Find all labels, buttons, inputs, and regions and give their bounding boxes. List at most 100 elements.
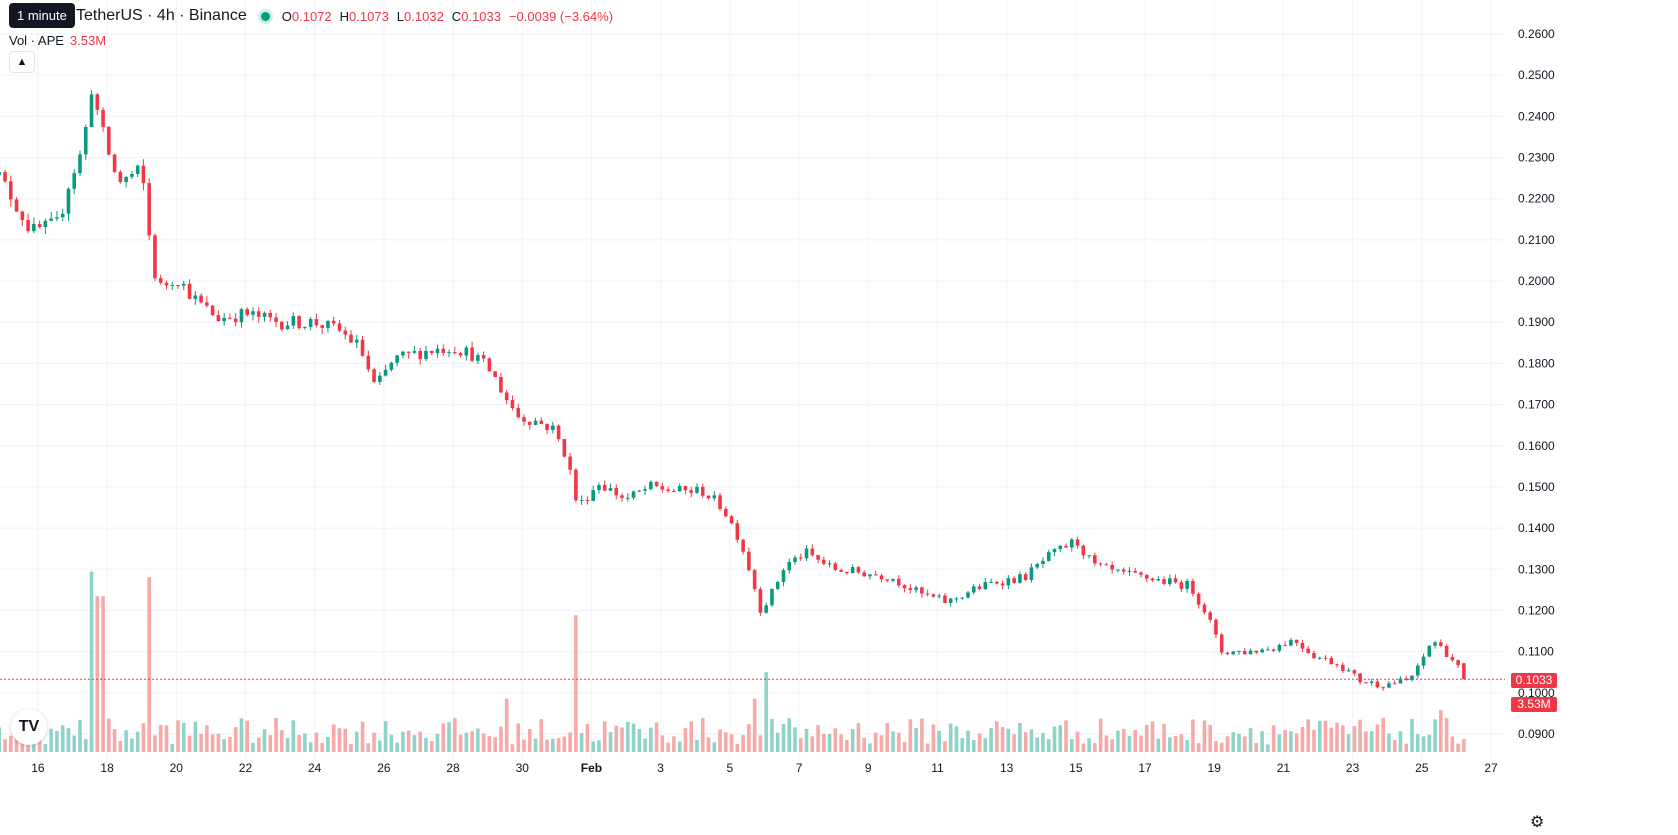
candle-body [891, 578, 895, 581]
volume-bar [1266, 744, 1270, 752]
candle-body [551, 425, 555, 431]
volume-bar [1237, 733, 1241, 752]
volume-bar [839, 734, 843, 752]
candle-body [804, 548, 809, 559]
candle-body [493, 371, 497, 378]
volume-bar [1294, 733, 1299, 752]
ohlc-high: H0.1073 [340, 9, 389, 24]
volume-bar [1202, 720, 1207, 752]
volume-bar [187, 735, 192, 752]
candle-body [481, 355, 486, 359]
volume-bar [256, 737, 261, 752]
time-axis[interactable]: 16 18 20 22 24 26 28 30 Feb 3 5 7 9 11 13 15 17 19 21 23 25 2… [31, 761, 1498, 775]
volume-bar [378, 740, 382, 752]
candle-body [256, 311, 261, 317]
volume-bar [533, 738, 538, 752]
candle-body [971, 586, 976, 593]
candle-body [303, 327, 307, 329]
volume-bar [700, 718, 705, 752]
candle-body [810, 548, 815, 556]
candle-body [1329, 657, 1334, 665]
candle-body [1006, 578, 1011, 586]
candle-body [487, 358, 492, 372]
volume-bar [1341, 725, 1345, 752]
volume-bar [1139, 735, 1143, 752]
volume-bar [706, 737, 711, 752]
time-tick-label: 5 [727, 761, 734, 775]
candle-body [902, 585, 907, 589]
volume-bar [222, 739, 226, 752]
volume-bar [1421, 736, 1426, 752]
candle-body [343, 330, 348, 335]
volume-bar [683, 728, 688, 752]
candle-body [920, 587, 924, 594]
candle-body [729, 516, 734, 524]
volume-bar [614, 725, 619, 752]
chevron-up-icon: ▲ [16, 56, 28, 68]
volume-bar [931, 724, 936, 752]
volume-legend: Vol · APE 3.53M [9, 33, 106, 48]
volume-bar [268, 735, 273, 752]
volume-bar [199, 733, 203, 752]
candle-body [683, 486, 688, 491]
candle-body [233, 318, 238, 323]
candle-body [9, 181, 13, 200]
volume-bar [873, 732, 878, 752]
candle-body [429, 350, 434, 354]
volume-bar [718, 729, 722, 752]
volume-bar [908, 719, 913, 752]
candle-body [135, 165, 140, 174]
volume-bar [695, 739, 699, 752]
tradingview-logo-icon[interactable]: TV [11, 709, 47, 745]
candle-body [1127, 570, 1132, 572]
candle-body [389, 362, 394, 370]
candle-body [337, 323, 342, 331]
market-status-icon [260, 11, 270, 21]
candle-body [1364, 682, 1368, 684]
candle-body [297, 316, 301, 329]
volume-bar [1116, 730, 1120, 752]
volume-bar [758, 735, 763, 752]
volume-bar [43, 744, 48, 752]
volume-bar [1058, 725, 1063, 752]
volume-bar [1029, 729, 1034, 752]
volume-bar [262, 729, 267, 752]
volume-bar [481, 733, 486, 752]
collapse-legend-button[interactable]: ▲ [9, 51, 35, 73]
candle-body [695, 486, 699, 493]
candle-body [326, 320, 330, 328]
candle-body [787, 561, 792, 571]
volume-bar [216, 733, 221, 752]
volume-bar [135, 731, 140, 752]
volume-bar [153, 735, 157, 752]
volume-bar [487, 735, 492, 752]
candle-body [1225, 652, 1230, 655]
candle-body [1087, 555, 1091, 557]
candle-body [1271, 649, 1276, 651]
candle-body [1070, 539, 1074, 548]
candle-body [320, 325, 324, 328]
volume-bar [747, 724, 751, 752]
candle-body [798, 557, 803, 559]
volume-bar [291, 720, 296, 752]
price-axis[interactable]: 0.2600 0.2500 0.2400 0.2300 0.2200 0.2100 0.20… [1518, 27, 1555, 741]
volume-bar [625, 722, 630, 752]
candle-body [1358, 673, 1362, 683]
time-tick-label: 19 [1208, 761, 1222, 775]
symbol-title[interactable]: TetherUS · 4h · Binance [76, 7, 247, 24]
volume-bar [1398, 731, 1403, 752]
volume-bar [447, 722, 451, 752]
gear-icon[interactable]: ⚙ [1530, 814, 1545, 831]
candle-body [314, 319, 319, 326]
candle-body [850, 567, 855, 574]
candle-body [862, 572, 866, 577]
volume-bar [314, 732, 319, 752]
volume-bar [170, 744, 175, 752]
candle-body [856, 567, 861, 573]
volume-bar [331, 724, 336, 752]
candle-body [747, 551, 751, 571]
volume-bar [49, 728, 53, 752]
volume-bar [1133, 729, 1138, 752]
candle-body [948, 598, 953, 603]
